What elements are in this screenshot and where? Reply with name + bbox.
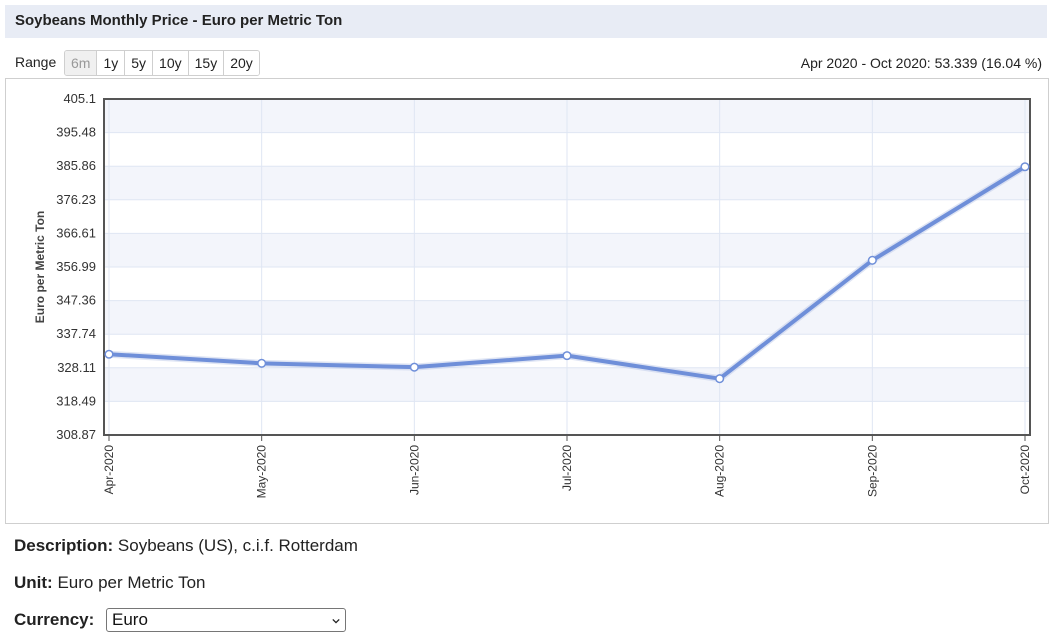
x-tick-label: Oct-2020 [1018, 445, 1032, 495]
x-tick-label: Aug-2020 [713, 445, 727, 497]
y-tick-label: 405.1 [63, 91, 96, 106]
currency-row: Currency: [14, 610, 94, 630]
range-5y-button[interactable]: 5y [125, 51, 154, 75]
y-tick-label: 337.74 [56, 326, 96, 341]
range-toolbar: Range 6m 1y 5y 10y 15y 20y Apr 2020 - Oc… [5, 50, 1047, 76]
x-tick-labels: Apr-2020 May-2020 Jun-2020 Jul-2020 Aug-2020… [102, 435, 1032, 498]
unit-value: Euro per Metric Ton [57, 573, 206, 592]
range-button-group: 6m 1y 5y 10y 15y 20y [64, 50, 260, 76]
data-point [1020, 162, 1030, 172]
series-group [104, 162, 1030, 384]
currency-label: Currency: [14, 610, 95, 629]
range-20y-button[interactable]: 20y [224, 51, 259, 75]
chart-container: 405.1 395.48 385.86 376.23 366.61 356.99 347.3… [5, 78, 1049, 524]
range-10y-button[interactable]: 10y [153, 51, 189, 75]
y-tick-label: 366.61 [56, 225, 96, 240]
x-tick-label: Jul-2020 [560, 445, 574, 491]
x-tick-label: Apr-2020 [102, 445, 116, 495]
range-1y-button[interactable]: 1y [97, 51, 126, 75]
line-chart: 405.1 395.48 385.86 376.23 366.61 356.99 347.3… [33, 91, 1032, 498]
data-point [867, 255, 877, 265]
data-point [257, 358, 267, 368]
range-label: Range [15, 54, 57, 70]
data-point [409, 362, 419, 372]
x-tick-label: Jun-2020 [407, 445, 421, 495]
y-tick-label: 328.11 [57, 360, 96, 375]
unit-label: Unit: [14, 573, 53, 592]
range-15y-button[interactable]: 15y [188, 51, 225, 75]
chevron-down-icon [332, 618, 340, 624]
data-point [715, 374, 725, 384]
y-axis-label: Euro per Metric Ton [33, 211, 47, 323]
currency-selected-value: Euro [112, 610, 148, 629]
y-tick-label: 318.49 [56, 393, 96, 408]
y-tick-label: 347.36 [56, 293, 96, 308]
range-6m-button[interactable]: 6m [65, 51, 98, 75]
y-tick-labels: 405.1 395.48 385.86 376.23 366.61 356.99 347.3… [56, 91, 96, 442]
x-tick-label: Sep-2020 [865, 445, 879, 497]
y-tick-label: 356.99 [56, 259, 96, 274]
y-tick-label: 308.87 [56, 427, 96, 442]
unit-row: Unit: Euro per Metric Ton [14, 573, 205, 593]
description-value: Soybeans (US), c.i.f. Rotterdam [117, 536, 358, 555]
data-point [104, 349, 114, 359]
data-point [562, 351, 572, 361]
description-label: Description: [14, 536, 114, 555]
chart-title: Soybeans Monthly Price - Euro per Metric… [5, 5, 1047, 38]
x-tick-label: May-2020 [255, 445, 269, 499]
currency-select[interactable]: Euro [106, 608, 346, 632]
y-tick-label: 376.23 [56, 192, 96, 207]
y-tick-label: 385.86 [56, 158, 96, 173]
description-row: Description: Soybeans (US), c.i.f. Rotte… [14, 536, 358, 556]
range-summary: Apr 2020 - Oct 2020: 53.339 (16.04 %) [800, 55, 1042, 71]
y-tick-label: 395.48 [56, 125, 96, 140]
